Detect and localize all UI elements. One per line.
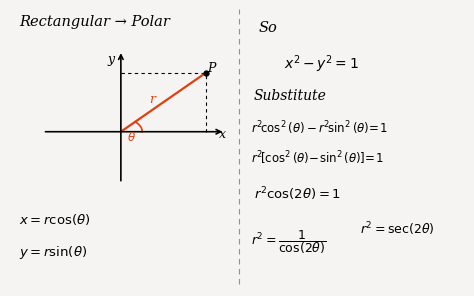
Text: y: y [108, 53, 115, 66]
Text: Rectangular → Polar: Rectangular → Polar [19, 15, 170, 29]
Text: $r^2 \cos(2\theta) = 1$: $r^2 \cos(2\theta) = 1$ [254, 185, 341, 202]
Text: $y = r\sin(\theta)$: $y = r\sin(\theta)$ [19, 244, 87, 261]
Text: $\theta$: $\theta$ [128, 131, 136, 144]
Text: x: x [219, 128, 226, 141]
Text: Substitute: Substitute [254, 89, 327, 103]
Text: $r^2\!\left[\cos^2(\theta)\!-\!\sin^2(\theta)\right]\!=\!1$: $r^2\!\left[\cos^2(\theta)\!-\!\sin^2(\t… [251, 149, 384, 167]
Text: $r^2 = \sec(2\theta)$: $r^2 = \sec(2\theta)$ [360, 221, 435, 238]
Text: P: P [207, 62, 215, 75]
Text: r: r [149, 93, 155, 106]
Text: $r^2\!\cos^2(\theta)- r^2\!\sin^2(\theta)\!=\!1$: $r^2\!\cos^2(\theta)- r^2\!\sin^2(\theta… [251, 120, 388, 137]
Text: $r^2 = \dfrac{1}{\cos(2\theta)}$: $r^2 = \dfrac{1}{\cos(2\theta)}$ [251, 228, 327, 256]
Text: So: So [258, 21, 277, 35]
Text: $x = r\cos(\theta)$: $x = r\cos(\theta)$ [19, 212, 91, 227]
Text: $x^2 - y^2 = 1$: $x^2 - y^2 = 1$ [284, 53, 359, 75]
